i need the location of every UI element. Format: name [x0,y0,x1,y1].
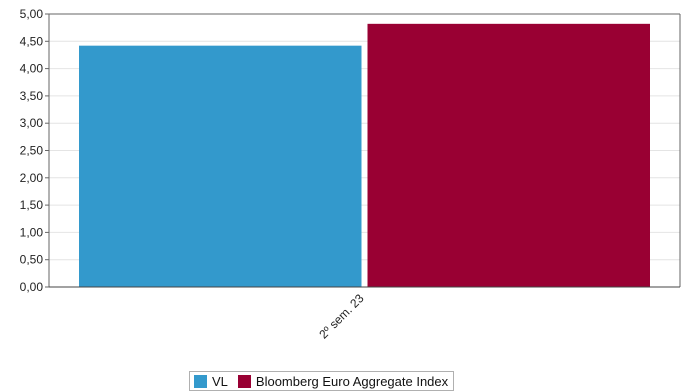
y-tick-label: 4,50 [20,34,44,48]
legend-swatch-vl [194,374,207,388]
y-tick-label: 1,50 [20,198,44,212]
bars [79,23,650,287]
y-tick-label: 0,50 [20,253,44,267]
x-category-label: 2º sem. 23 [316,291,366,341]
y-tick-label: 3,50 [20,89,44,103]
chart-legend: VL Bloomberg Euro Aggregate Index [189,371,455,391]
axes [45,13,681,288]
y-tick-label: 2,50 [20,144,44,158]
bar-vl [79,45,362,287]
legend-swatch-bloomberg [237,374,251,388]
y-tick-label: 4,00 [20,62,44,76]
y-tick-label: 3,00 [20,116,44,130]
legend-label-bloomberg: Bloomberg Euro Aggregate Index [255,373,449,389]
legend-item-bloomberg[interactable]: Bloomberg Euro Aggregate Index [237,373,449,389]
y-tick-label: 1,00 [20,225,44,239]
y-tick-label: 0,00 [20,280,44,294]
legend-item-vl[interactable]: VL [194,374,228,389]
legend-label-vl: VL [212,373,228,389]
bar-bloomberg-euro-aggregate-index [367,23,650,287]
y-tick-label: 2,00 [20,171,44,185]
y-tick-label: 5,00 [20,7,44,21]
